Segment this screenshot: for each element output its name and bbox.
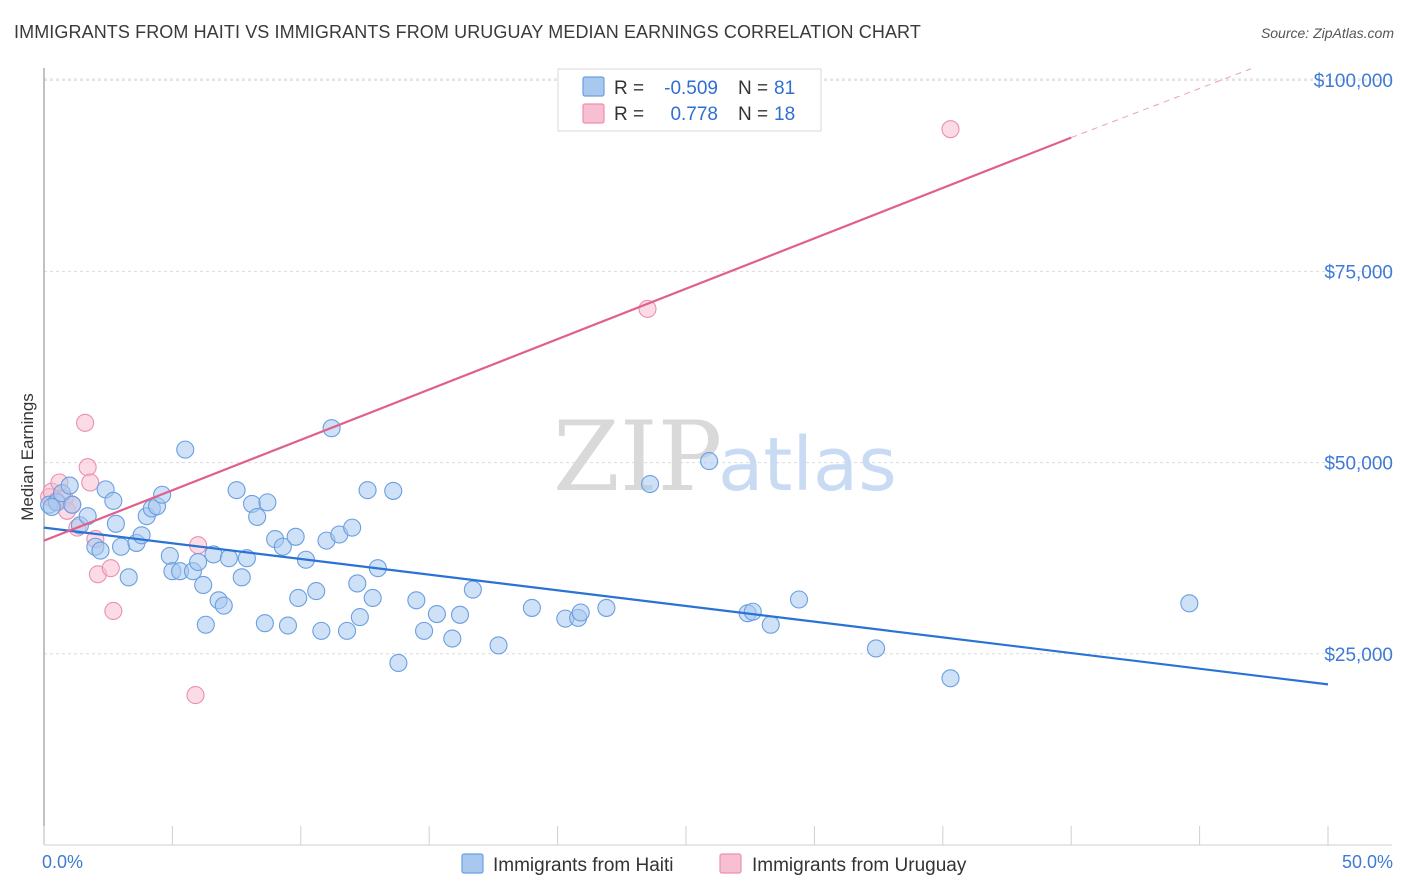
haiti-point bbox=[273, 537, 292, 556]
trend-lines bbox=[43, 68, 1329, 686]
haiti-point bbox=[278, 616, 298, 635]
haiti-point bbox=[91, 541, 110, 560]
bottom-legend: Immigrants from Haiti Immigrants from Ur… bbox=[461, 853, 967, 876]
haiti-point bbox=[286, 527, 305, 546]
haiti-point bbox=[106, 514, 125, 533]
y-tick-label: $100,000 bbox=[1314, 71, 1393, 92]
haiti-point bbox=[258, 493, 277, 512]
haiti-point bbox=[1180, 594, 1199, 613]
haiti-point bbox=[307, 582, 326, 601]
haiti-point bbox=[343, 518, 362, 537]
legend-n-label-haiti: N = bbox=[738, 78, 768, 99]
haiti-point bbox=[363, 588, 382, 608]
haiti-point bbox=[119, 568, 138, 587]
top-legend: R = -0.509 N = 81 R = 0.778 N = 18 bbox=[557, 68, 822, 132]
haiti-point bbox=[104, 491, 123, 510]
haiti-point bbox=[227, 481, 246, 500]
legend-swatch-uruguay bbox=[582, 103, 605, 124]
haiti-trend-line bbox=[43, 526, 1329, 686]
uruguay-point bbox=[104, 601, 123, 621]
y-tick-label: $50,000 bbox=[1324, 454, 1393, 475]
y-tick-label: $25,000 bbox=[1324, 645, 1393, 666]
haiti-points bbox=[40, 419, 1199, 688]
haiti-point bbox=[358, 481, 377, 500]
haiti-point bbox=[255, 614, 274, 633]
legend-n-label-uruguay: N = bbox=[738, 104, 768, 125]
haiti-point bbox=[348, 574, 367, 593]
haiti-point bbox=[700, 452, 719, 471]
haiti-point bbox=[337, 621, 357, 640]
haiti-point bbox=[214, 596, 233, 615]
haiti-point bbox=[489, 636, 508, 655]
haiti-point bbox=[415, 621, 434, 640]
haiti-point bbox=[160, 546, 179, 565]
haiti-point bbox=[384, 481, 403, 500]
haiti-point bbox=[789, 590, 809, 609]
haiti-point bbox=[63, 495, 82, 514]
haiti-point bbox=[597, 598, 616, 617]
bottom-legend-label-haiti: Immigrants from Haiti bbox=[493, 855, 674, 876]
chart-title: IMMIGRANTS FROM HAITI VS IMMIGRANTS FROM… bbox=[14, 22, 921, 42]
x-ticks bbox=[43, 826, 1329, 845]
haiti-point bbox=[743, 602, 762, 621]
haiti-point bbox=[196, 615, 215, 634]
bottom-legend-swatch-haiti bbox=[461, 853, 484, 874]
haiti-point bbox=[866, 639, 886, 658]
haiti-point bbox=[407, 591, 426, 610]
y-axis-title: Median Earnings bbox=[18, 393, 37, 521]
uruguay-points bbox=[40, 120, 960, 705]
haiti-point bbox=[389, 653, 408, 673]
haiti-point bbox=[427, 604, 446, 624]
x-tick-label-min: 0.0% bbox=[42, 852, 83, 872]
watermark-atlas: atlas bbox=[718, 422, 897, 508]
haiti-point bbox=[289, 588, 308, 608]
haiti-point bbox=[941, 669, 960, 688]
legend-r-value-uruguay: 0.778 bbox=[670, 104, 718, 125]
haiti-point bbox=[176, 440, 195, 459]
watermark-zip: ZIP bbox=[553, 401, 722, 513]
haiti-point bbox=[232, 568, 251, 587]
haiti-point bbox=[761, 615, 780, 634]
haiti-point bbox=[350, 608, 369, 627]
haiti-point bbox=[640, 474, 660, 494]
uruguay-point bbox=[78, 458, 97, 477]
bottom-legend-label-uruguay: Immigrants from Uruguay bbox=[752, 855, 967, 876]
uruguay-point bbox=[186, 686, 205, 705]
bottom-legend-swatch-uruguay bbox=[719, 853, 742, 874]
legend-n-value-haiti: 81 bbox=[774, 78, 795, 99]
y-tick-labels: $25,000 $50,000 $75,000 $100,000 bbox=[1314, 71, 1393, 666]
haiti-point bbox=[219, 549, 238, 568]
haiti-point bbox=[312, 621, 331, 640]
grid-lines bbox=[44, 78, 1392, 655]
uruguay-point bbox=[101, 559, 120, 578]
legend-r-label-haiti: R = bbox=[614, 78, 644, 99]
uruguay-point bbox=[941, 120, 960, 139]
haiti-point bbox=[571, 603, 590, 622]
y-tick-label: $75,000 bbox=[1324, 262, 1393, 283]
uruguay-point bbox=[81, 473, 100, 492]
haiti-point bbox=[194, 575, 213, 595]
haiti-point bbox=[60, 476, 79, 495]
legend-swatch-haiti bbox=[582, 76, 605, 97]
uruguay-point bbox=[76, 413, 95, 432]
haiti-point bbox=[189, 552, 208, 572]
uruguay-trend-line bbox=[43, 136, 1072, 542]
haiti-point bbox=[450, 605, 470, 624]
source-credit: Source: ZipAtlas.com bbox=[1260, 25, 1394, 41]
haiti-point bbox=[522, 598, 541, 617]
haiti-point bbox=[248, 507, 267, 526]
haiti-point bbox=[42, 497, 61, 517]
legend-n-value-uruguay: 18 bbox=[774, 104, 795, 125]
legend-r-label-uruguay: R = bbox=[614, 104, 644, 125]
haiti-point bbox=[111, 537, 131, 556]
x-tick-label-max: 50.0% bbox=[1342, 852, 1393, 872]
haiti-point bbox=[463, 580, 482, 599]
haiti-point bbox=[443, 629, 462, 648]
legend-r-value-haiti: -0.509 bbox=[664, 78, 718, 99]
